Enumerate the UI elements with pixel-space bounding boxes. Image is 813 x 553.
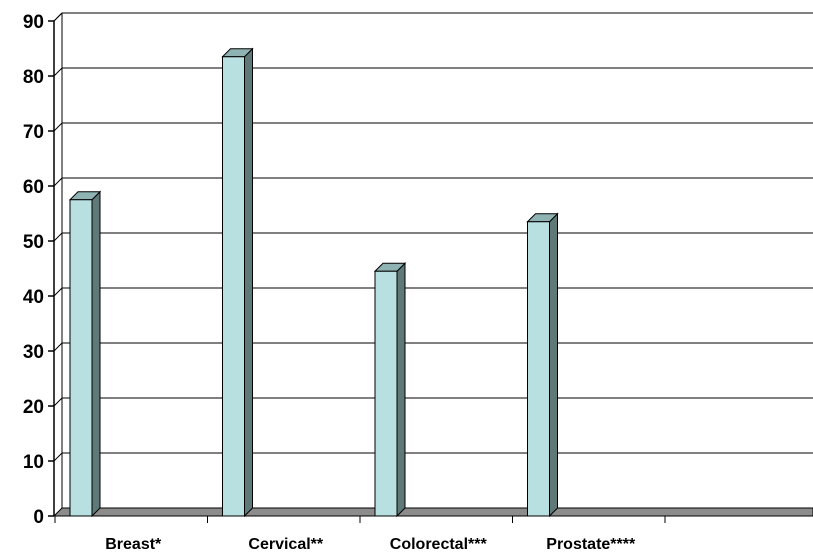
- bar: [373, 262, 407, 518]
- y-tick-label: 40: [23, 287, 44, 308]
- y-tick-label: 10: [23, 452, 44, 473]
- bar: [221, 47, 254, 518]
- x-tick-label: Cervical**: [248, 536, 323, 553]
- x-tick-label: Colorectal***: [390, 536, 488, 553]
- gridline-side: [53, 177, 63, 187]
- x-tick-label: Breast*: [105, 536, 162, 553]
- y-tick-label: 30: [23, 342, 44, 363]
- x-tick-label: Prostate****: [546, 536, 636, 553]
- side-wall-top: [53, 12, 63, 22]
- gridline-side: [53, 342, 63, 352]
- y-tick-label: 80: [23, 67, 44, 88]
- gridline-side: [53, 397, 63, 407]
- y-tick-label: 50: [23, 232, 44, 253]
- gridline-side: [53, 232, 63, 242]
- gridline-side: [53, 452, 63, 462]
- y-tick-label: 20: [23, 397, 44, 418]
- y-tick-label: 90: [23, 12, 44, 33]
- bar: [68, 190, 102, 518]
- bars: [68, 47, 559, 518]
- y-tick-label: 70: [23, 122, 44, 143]
- gridline-side: [53, 67, 63, 77]
- y-tick-label: 0: [33, 507, 44, 528]
- chart-floor: [52, 507, 813, 517]
- y-tick-label: 60: [23, 177, 44, 198]
- gridline-side: [53, 287, 63, 297]
- gridline-side: [53, 122, 63, 132]
- bar: [526, 212, 559, 518]
- gridlines: [53, 12, 813, 462]
- floor: [52, 507, 813, 517]
- y-axis: 0 10 20 30 40 50 60 70 80 90: [23, 12, 666, 528]
- category-labels: Breast* Cervical** Colorectal*** Prostate**…: [105, 536, 636, 553]
